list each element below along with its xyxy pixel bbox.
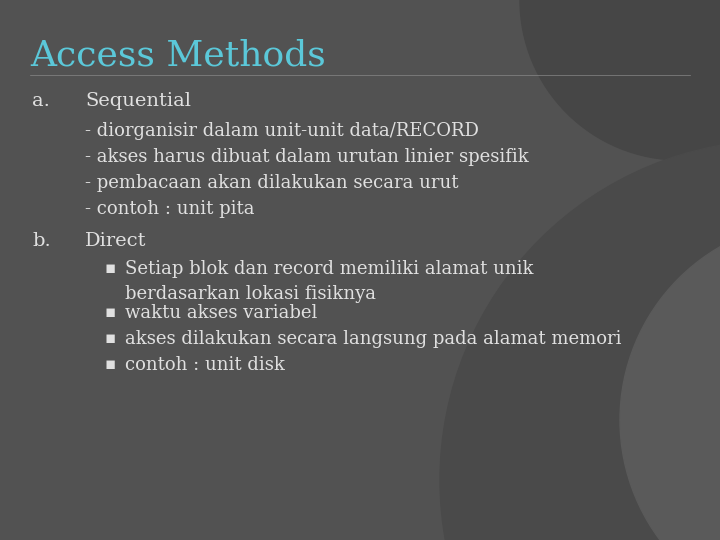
Text: - pembacaan akan dilakukan secara urut: - pembacaan akan dilakukan secara urut <box>85 174 459 192</box>
Text: ▪: ▪ <box>105 260 116 277</box>
Text: a.: a. <box>32 92 50 110</box>
Text: - contoh : unit pita: - contoh : unit pita <box>85 200 254 218</box>
Text: b.: b. <box>32 232 50 250</box>
Text: ▪: ▪ <box>105 304 116 321</box>
Text: waktu akses variabel: waktu akses variabel <box>125 304 318 322</box>
Text: ▪: ▪ <box>105 330 116 347</box>
Text: Sequential: Sequential <box>85 92 191 110</box>
Text: akses dilakukan secara langsung pada alamat memori: akses dilakukan secara langsung pada ala… <box>125 330 621 348</box>
Circle shape <box>540 140 720 540</box>
Text: contoh : unit disk: contoh : unit disk <box>125 356 285 374</box>
Text: - diorganisir dalam unit-unit data/RECORD: - diorganisir dalam unit-unit data/RECOR… <box>85 122 479 140</box>
Text: ▪: ▪ <box>105 356 116 373</box>
Text: Direct: Direct <box>85 232 146 250</box>
Text: Access Methods: Access Methods <box>30 38 325 72</box>
Circle shape <box>620 220 720 540</box>
Circle shape <box>520 0 720 160</box>
Text: Setiap blok dan record memiliki alamat unik
berdasarkan lokasi fisiknya: Setiap blok dan record memiliki alamat u… <box>125 260 534 303</box>
Text: - akses harus dibuat dalam urutan linier spesifik: - akses harus dibuat dalam urutan linier… <box>85 148 528 166</box>
Circle shape <box>440 140 720 540</box>
